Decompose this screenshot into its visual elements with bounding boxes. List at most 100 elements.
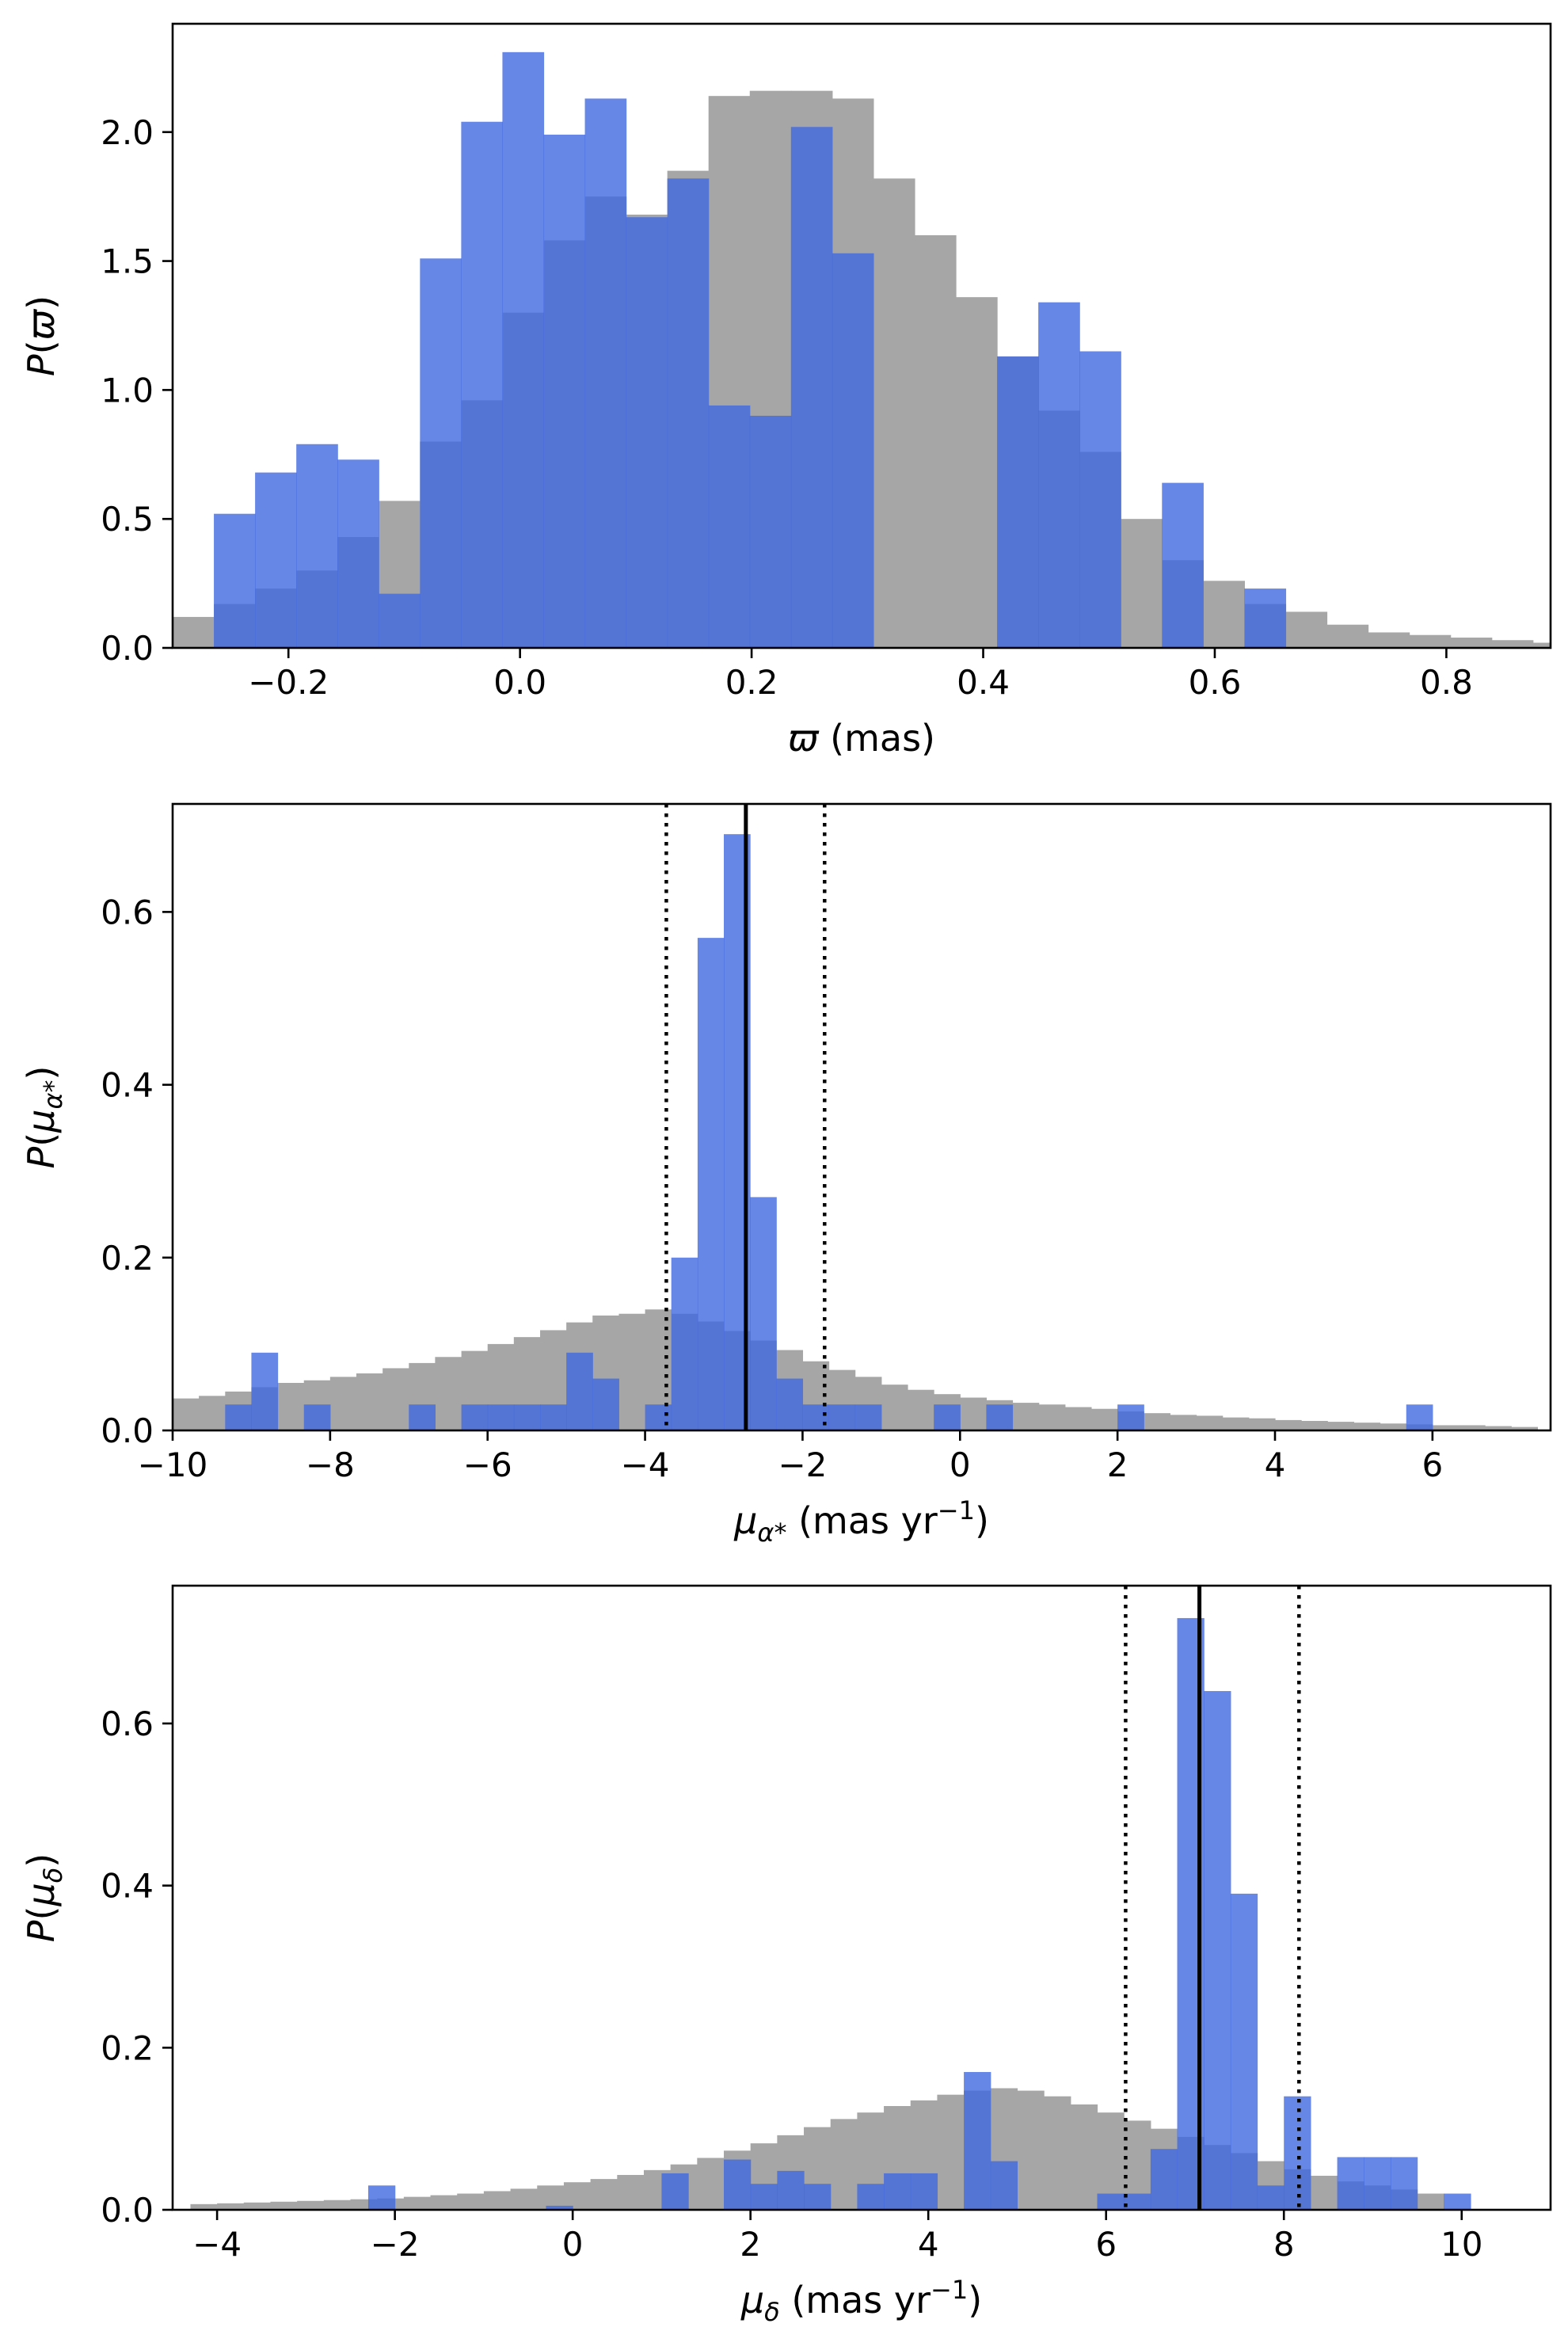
y-tick-label: 0.5 — [101, 500, 154, 539]
bar-members — [1124, 2193, 1151, 2210]
y-axis-label: P(ϖ) — [20, 295, 63, 376]
x-tick-label: −8 — [306, 1445, 355, 1484]
x-tick-label: 0 — [950, 1445, 971, 1484]
bar-background — [329, 1377, 357, 1430]
bar-members — [997, 356, 1039, 648]
y-tick-label: 1.0 — [101, 371, 154, 409]
bar-members — [379, 593, 421, 648]
bar-members — [1337, 2157, 1364, 2210]
bar-background — [1170, 1415, 1197, 1430]
bar-members — [296, 444, 338, 648]
bar-background — [457, 2193, 485, 2210]
bar-background — [243, 2202, 272, 2210]
bar-members — [990, 2161, 1018, 2210]
bar-members — [910, 2173, 938, 2210]
bar-members — [546, 2205, 573, 2210]
bar-members — [1244, 588, 1287, 648]
bar-members — [671, 1257, 698, 1430]
x-tick-label: 2 — [740, 2225, 761, 2264]
bar-background — [956, 297, 998, 648]
bar-members — [1038, 302, 1080, 648]
bar-members — [802, 1404, 830, 1430]
bar-background — [1012, 1403, 1040, 1430]
bar-background — [1380, 1423, 1407, 1430]
bar-members — [832, 253, 874, 648]
bar-background — [1091, 1408, 1118, 1430]
x-tick-label: 0.6 — [1189, 663, 1242, 702]
bar-background — [1017, 2090, 1045, 2210]
bar-background — [1038, 1404, 1066, 1430]
bar-background — [356, 1373, 383, 1430]
bar-members — [790, 127, 833, 648]
bar-background — [1532, 642, 1551, 648]
x-tick-label: 0.4 — [957, 663, 1010, 702]
x-tick-label: 4 — [918, 2225, 939, 2264]
bar-background — [937, 2094, 965, 2210]
bar-members — [804, 2184, 832, 2210]
bar-members — [1079, 351, 1121, 648]
bar-members — [1117, 1404, 1144, 1430]
bar-members — [1230, 1893, 1258, 2210]
bar-background — [881, 1384, 908, 1430]
bar-members — [502, 51, 545, 648]
bar-background — [190, 2203, 218, 2210]
bar-background — [1144, 1413, 1170, 1430]
bar-background — [1491, 640, 1534, 648]
bar-members — [303, 1404, 331, 1430]
bar-background — [173, 1398, 200, 1430]
bar-background — [1121, 519, 1163, 648]
bar-background — [830, 2119, 858, 2210]
bar-members — [857, 2184, 885, 2210]
bar-members — [540, 1404, 567, 1430]
bar-background — [270, 2201, 298, 2210]
x-tick-label: 10 — [1441, 2225, 1482, 2264]
bar-members — [566, 1352, 593, 1430]
x-tick-label: 0.8 — [1420, 663, 1473, 702]
y-tick-label: 0.0 — [101, 1411, 154, 1450]
bar-members — [255, 472, 297, 648]
series-members — [225, 834, 1433, 1430]
x-tick-label: 6 — [1095, 2225, 1117, 2264]
bar-background — [1432, 1425, 1460, 1430]
x-tick-label: −10 — [138, 1445, 208, 1484]
x-axis-label: μα* (mas yr−1) — [733, 1495, 989, 1548]
bar-background — [1326, 624, 1369, 648]
bar-background — [430, 2195, 458, 2210]
y-tick-label: 0.2 — [101, 1239, 154, 1278]
plot-area — [173, 804, 1538, 1430]
bar-members — [750, 2184, 778, 2210]
bar-background — [277, 1382, 305, 1430]
bar-members — [592, 1378, 619, 1430]
bar-background — [907, 1389, 934, 1430]
x-tick-label: 8 — [1273, 2225, 1295, 2264]
bar-members — [964, 2072, 991, 2210]
pmdec-histogram-panel: −4 −2 0 2 4 6 8 10 0.0 0.2 0.4 0.6 μδ (mas yr−1) P(μδ… — [20, 1584, 1552, 2327]
bar-members — [251, 1352, 279, 1430]
bar-background — [1044, 2096, 1071, 2210]
bar-members — [854, 1404, 882, 1430]
parallax-histogram-panel: −0.2 0.0 0.2 0.4 0.6 0.8 0.0 0.5 1.0 1.5 2.0 ϖ (mas… — [20, 22, 1552, 760]
bar-background — [1222, 1417, 1250, 1430]
bar-members — [697, 938, 725, 1430]
bar-members — [724, 2159, 752, 2210]
x-axis-label: μδ (mas yr−1) — [740, 2275, 982, 2327]
x-tick-label: 2 — [1107, 1445, 1128, 1484]
bar-members — [1097, 2193, 1125, 2210]
bar-background — [1450, 637, 1493, 648]
bar-background — [173, 616, 215, 648]
axes-frame — [171, 1584, 1552, 2211]
y-tick-label: 1.5 — [101, 242, 154, 281]
bar-members — [513, 1404, 541, 1430]
bar-members — [645, 1404, 672, 1430]
x-tick-label: 0.0 — [493, 663, 546, 702]
bar-background — [1070, 2104, 1098, 2210]
bar-background — [199, 1396, 226, 1430]
bar-background — [1368, 632, 1410, 648]
bar-background — [1327, 1422, 1355, 1430]
plot-area — [190, 1586, 1471, 2210]
x-tick-label: 0 — [562, 2225, 584, 2264]
bar-members — [543, 135, 586, 648]
x-tick-label: −4 — [621, 1445, 670, 1484]
y-tick-label: 0.0 — [101, 629, 154, 668]
